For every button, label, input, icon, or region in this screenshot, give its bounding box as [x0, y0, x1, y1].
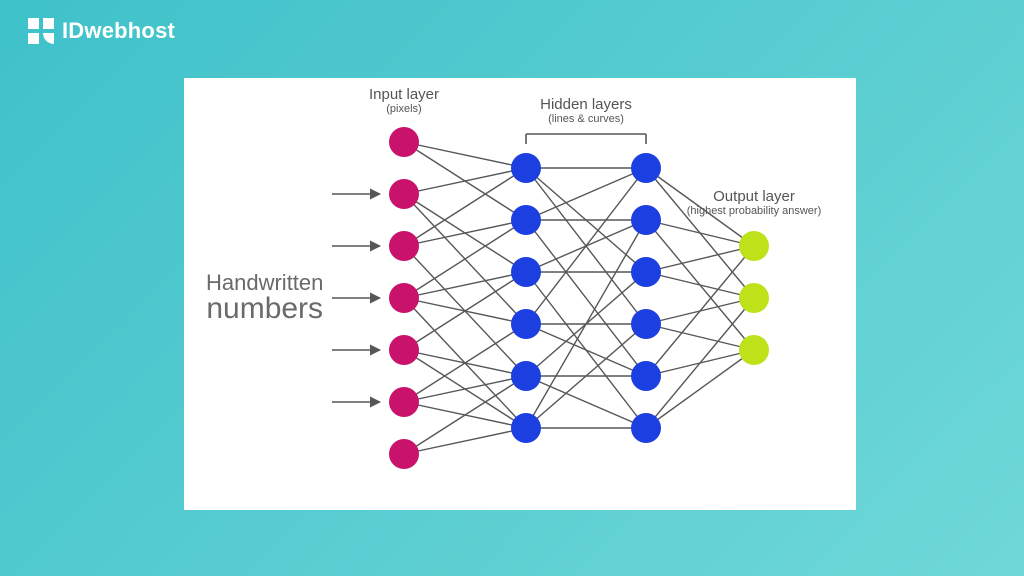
diagram-panel: Input layer (pixels) Hidden layers (line…	[184, 78, 856, 510]
input-description-line1: Handwritten	[206, 272, 323, 294]
brand-logo: IDwebhost	[28, 18, 175, 44]
input-description-line2: numbers	[206, 294, 323, 324]
output-layer-subtitle-text: (highest probability answer)	[644, 205, 864, 218]
hidden-layers-title: Hidden layers (lines & curves)	[476, 96, 696, 126]
input-description-label: Handwritten numbers	[206, 272, 323, 324]
hidden-layers-title-text: Hidden layers	[476, 96, 696, 113]
hidden-layers-subtitle-text: (lines & curves)	[476, 113, 696, 126]
output-layer-title-text: Output layer	[644, 188, 864, 205]
logo-icon	[28, 18, 54, 44]
logo-text: IDwebhost	[62, 18, 175, 44]
output-layer-title: Output layer (highest probability answer…	[644, 188, 864, 218]
